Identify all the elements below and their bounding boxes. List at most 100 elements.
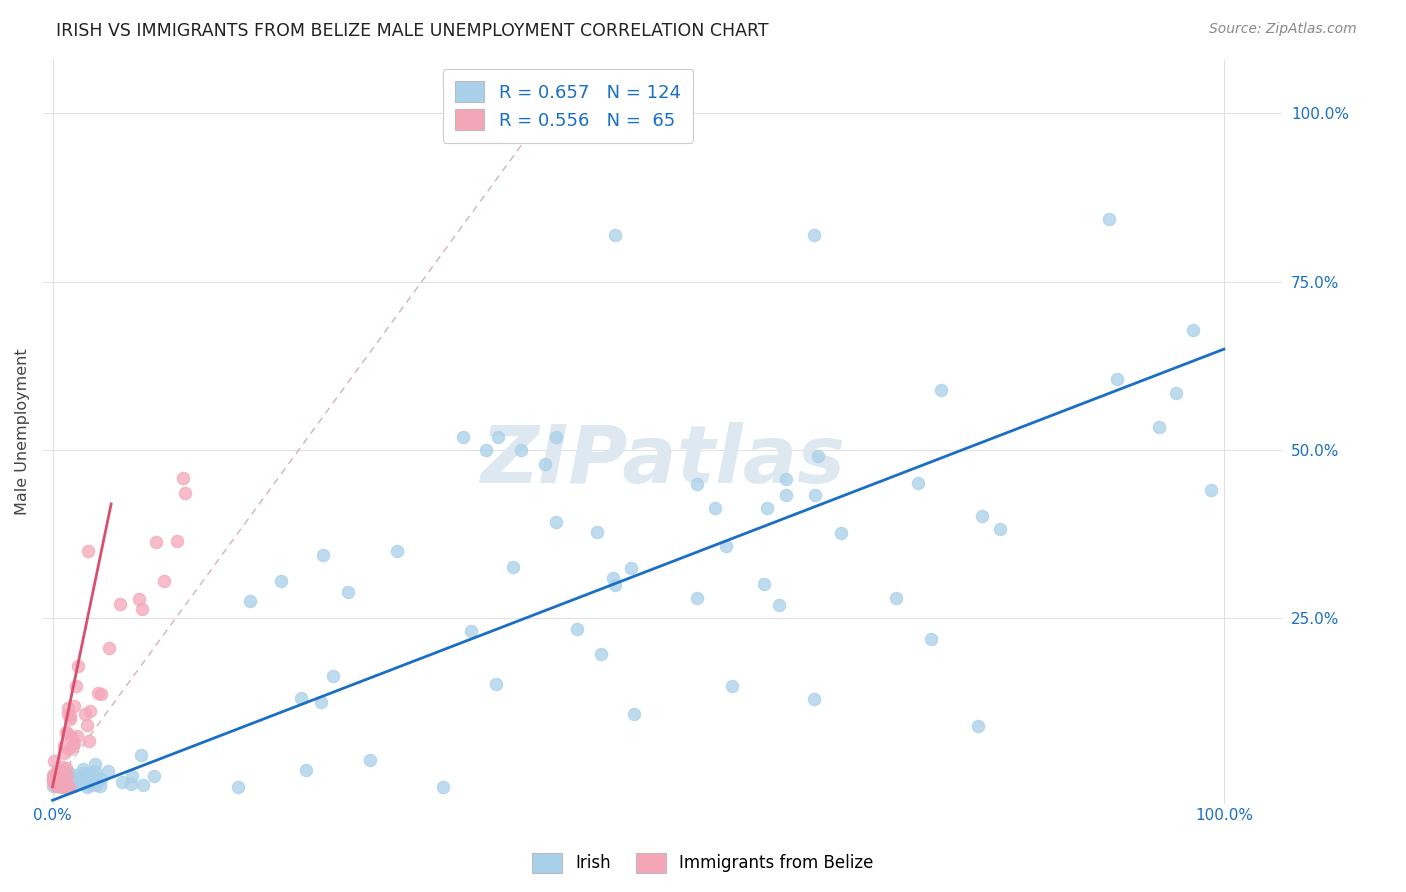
Point [108,597,131,611]
Point [45,765,67,780]
Point [803,227,825,242]
Point [55,769,77,783]
Point [1199,483,1222,497]
Point [76,717,98,731]
Point [721,679,744,693]
Point [65,679,87,693]
Point [46,776,69,790]
Point [145,534,167,549]
Point [46,772,69,787]
Point [60,731,83,745]
Point [270,574,292,588]
Point [226,780,249,794]
Point [988,522,1011,536]
Point [90,772,112,786]
Point [48,772,70,786]
Point [42,771,65,785]
Point [714,539,737,553]
Point [45,775,67,789]
Point [45,768,67,782]
Text: IRISH VS IMMIGRANTS FROM BELIZE MALE UNEMPLOYMENT CORRELATION CHART: IRISH VS IMMIGRANTS FROM BELIZE MALE UNE… [56,22,769,40]
Point [58,780,80,794]
Point [1182,323,1205,337]
Point [53,774,76,789]
Point [775,472,797,486]
Point [51,776,73,790]
Point [131,602,153,616]
Point [67,658,90,673]
Point [83,756,105,771]
Point [42,776,65,790]
Point [966,719,988,733]
Point [44,773,66,788]
Point [920,632,942,646]
Point [121,769,143,783]
Point [58,777,80,791]
Point [686,476,709,491]
Point [46,779,69,793]
Point [475,443,498,458]
Point [533,457,555,471]
Point [51,777,73,791]
Point [97,764,120,778]
Point [166,533,188,548]
Point [72,762,94,776]
Point [45,772,67,787]
Point [70,772,93,787]
Point [52,776,75,790]
Point [87,686,110,700]
Point [591,647,613,661]
Point [703,501,725,516]
Point [775,488,797,502]
Point [59,709,82,723]
Point [1098,212,1121,227]
Point [46,770,69,784]
Point [603,578,626,592]
Point [46,776,69,790]
Point [129,748,152,763]
Point [66,771,89,785]
Point [510,443,533,458]
Point [52,780,75,794]
Point [82,774,104,789]
Point [72,766,94,780]
Point [336,584,359,599]
Point [686,591,709,606]
Point [55,761,77,775]
Point [804,487,827,501]
Point [46,764,69,778]
Point [768,598,790,612]
Point [55,726,77,740]
Point [312,549,335,563]
Point [546,515,568,529]
Point [49,780,72,794]
Point [77,734,100,748]
Point [84,770,107,784]
Point [63,772,86,786]
Point [55,780,77,794]
Point [48,778,70,792]
Point [41,773,63,788]
Point [56,779,79,793]
Point [45,772,67,787]
Point [52,775,75,789]
Point [45,779,67,793]
Point [42,768,65,782]
Point [830,525,852,540]
Point [907,475,929,490]
Point [1164,386,1187,401]
Point [42,754,65,768]
Point [63,768,86,782]
Point [48,766,70,780]
Point [111,774,134,789]
Point [56,706,79,721]
Point [128,592,150,607]
Point [49,779,72,793]
Point [41,779,63,793]
Point [546,430,568,444]
Point [51,766,73,780]
Point [63,736,86,750]
Legend: R = 0.657   N = 124, R = 0.556   N =  65: R = 0.657 N = 124, R = 0.556 N = 65 [443,69,693,143]
Point [69,777,91,791]
Point [46,768,69,782]
